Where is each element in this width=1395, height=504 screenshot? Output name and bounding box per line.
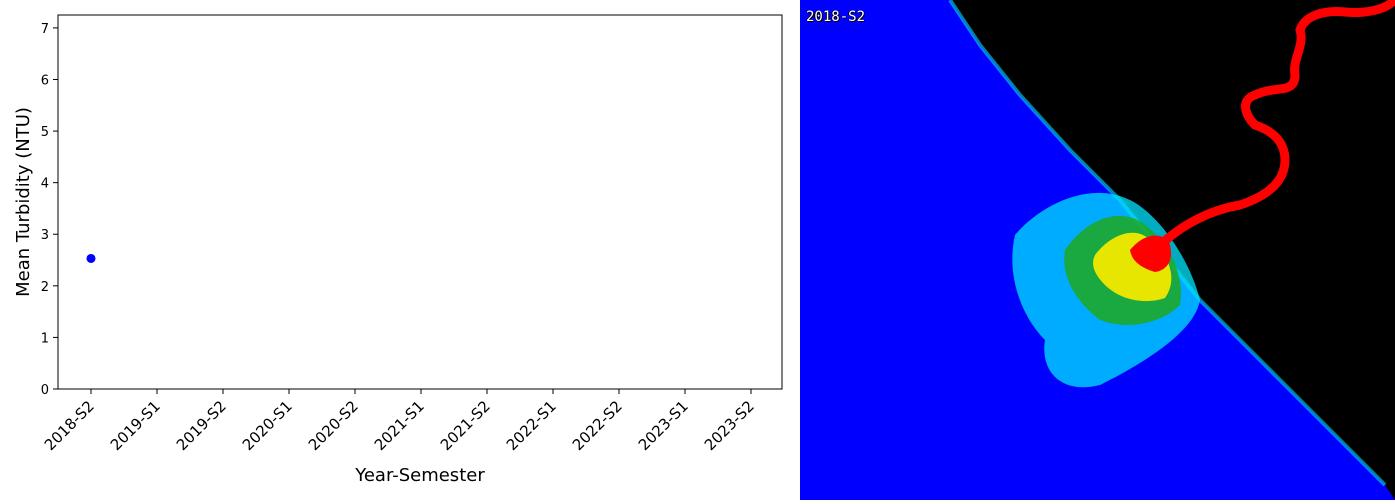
x-tick-label: 2019-S2 [173,397,230,454]
x-tick-label: 2023-S2 [701,397,758,454]
y-tick-label: 0 [41,383,49,398]
x-tick-label: 2020-S2 [305,397,362,454]
y-tick-label: 6 [41,73,49,88]
x-tick-label: 2021-S1 [371,397,428,454]
x-tick-label: 2020-S1 [239,397,296,454]
y-tick-label: 7 [41,22,49,37]
turbidity-map: 2018-S2 [800,0,1395,500]
data-point [86,253,96,263]
y-tick-label: 2 [41,280,49,295]
x-tick-label: 2021-S2 [437,397,494,454]
data-points [86,253,96,263]
y-tick-label: 5 [41,125,49,140]
x-tick-label: 2022-S1 [503,397,560,454]
y-axis: 0 1 2 3 4 5 6 7 [41,22,58,398]
y-tick-label: 1 [41,331,49,346]
x-tick-label: 2023-S1 [635,397,692,454]
y-tick-label: 4 [41,177,49,192]
x-axis: 2018-S2 2019-S1 2019-S2 2020-S1 2020-S2 2021-… [41,389,758,454]
turbidity-map-image [948,0,1395,500]
y-axis-label: Mean Turbidity (NTU) [13,107,34,297]
river [1150,0,1395,255]
plot-area [57,14,783,390]
y-tick-label: 3 [41,228,49,243]
x-axis-label: Year-Semester [354,465,485,486]
x-tick-label: 2022-S2 [569,397,626,454]
x-tick-label: 2018-S2 [41,397,98,454]
map-period-label: 2018-S2 [806,9,866,25]
x-tick-label: 2019-S1 [107,397,164,454]
